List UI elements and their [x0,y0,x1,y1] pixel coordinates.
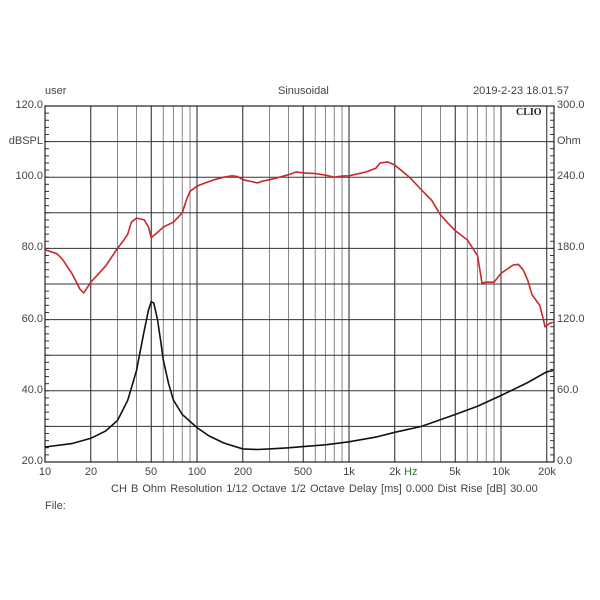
clio-logo: CLIO [516,107,542,118]
x-axis-unit: Hz [404,466,418,478]
x-axis-tick-label: 10 [38,466,52,478]
right-axis-tick-label: 120.0 [557,313,585,325]
left-axis-tick-label: 100.0 [15,170,43,182]
x-axis-tick-label: 20 [84,466,98,478]
right-axis-tick-label: 240.0 [557,170,585,182]
measurement-mode: Sinusoidal [278,85,329,97]
left-axis-tick-label: 120.0 [15,99,43,111]
x-axis-tick-label: 100 [187,466,207,478]
right-axis-tick-label: 180.0 [557,241,585,253]
file-label: File: [45,500,66,512]
measurement-settings: CH B Ohm Resolution 1/12 Octave 1/2 Octa… [111,483,538,495]
x-axis-tick-label: 5k [449,466,461,478]
x-axis-tick-label: 2k [389,466,401,478]
right-axis-tick-label: 300.0 [557,99,585,111]
left-axis-tick-label: 60.0 [21,313,43,325]
spl-curve [44,161,554,329]
timestamp: 2019-2-23 18.01.57 [473,85,570,97]
right-axis-tick-label: 0.0 [557,455,573,467]
left-axis-tick-label: 80.0 [21,241,43,253]
x-axis-tick-label: 10k [492,466,510,478]
x-axis-tick-label: 50 [144,466,158,478]
left-axis-tick-label: 20.0 [21,455,43,467]
x-axis-tick-label: 500 [293,466,313,478]
user-label: user [45,85,67,97]
right-axis-tick-label: 60.0 [557,384,579,396]
major-grid [45,106,554,462]
x-axis-tick-label: 200 [233,466,253,478]
right-axis-tick-label: Ohm [557,135,581,147]
left-axis-tick-label: 40.0 [21,384,43,396]
impedance-curve [44,300,554,451]
left-axis-tick-label: dBSPL [8,135,43,147]
plot-frame [44,105,555,463]
x-axis-tick-label: 20k [538,466,556,478]
x-axis-tick-label: 1k [343,466,355,478]
